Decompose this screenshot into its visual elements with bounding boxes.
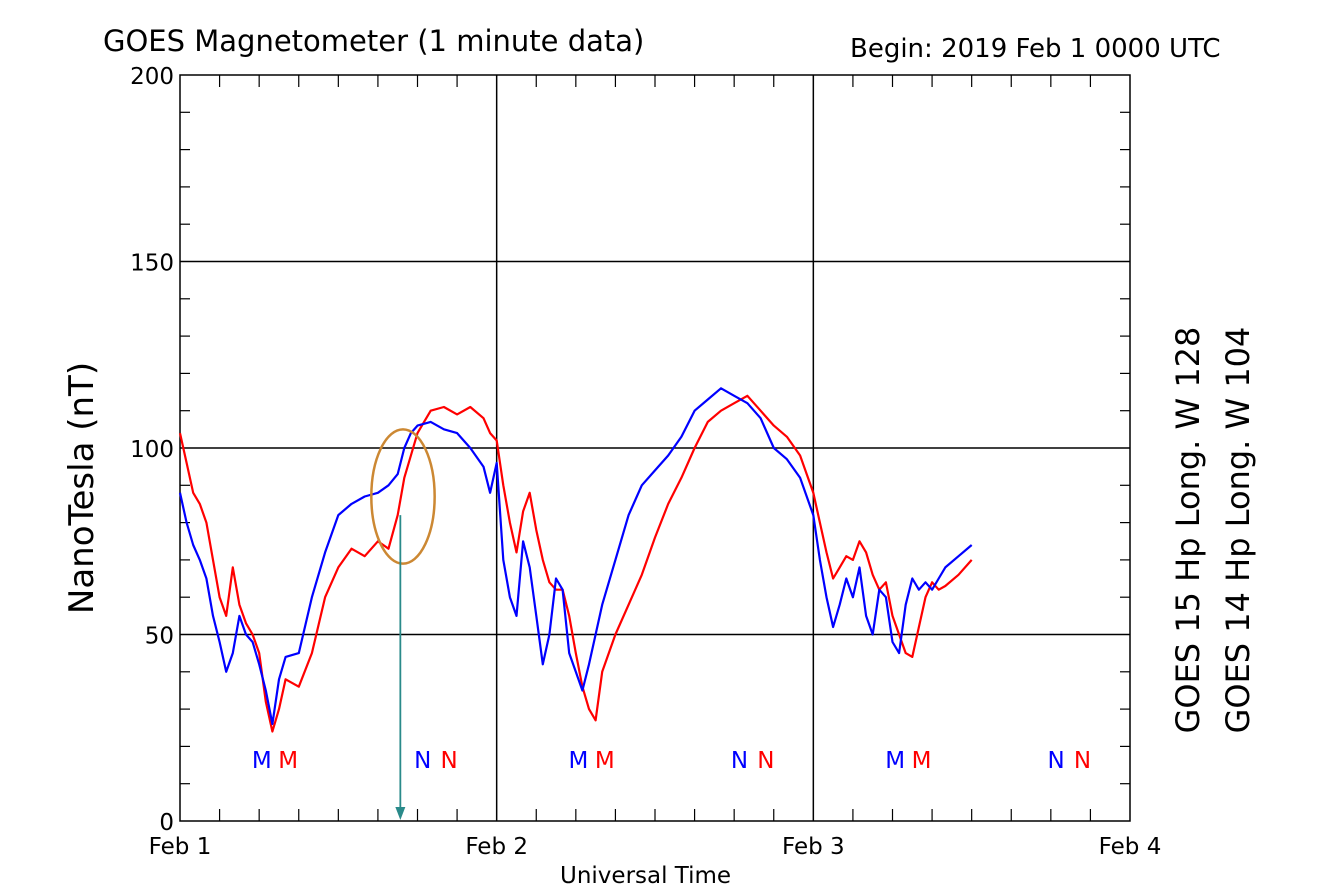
arrow-head xyxy=(395,807,406,820)
x-tick-label: Feb 4 xyxy=(1099,834,1162,860)
y-tick-label: 150 xyxy=(130,251,174,277)
legend-goes14: GOES 14 Hp Long. W 104 xyxy=(1219,326,1257,734)
x-tick-label: Feb 2 xyxy=(465,834,528,860)
marker-n: N xyxy=(1048,748,1065,774)
grid-lines xyxy=(180,75,1130,821)
marker-n: N xyxy=(414,748,431,774)
marker-m: M xyxy=(569,748,589,774)
y-tick-label: 200 xyxy=(130,64,174,90)
y-tick-label: 100 xyxy=(130,437,174,463)
y-tick-label: 50 xyxy=(145,624,174,650)
marker-m: M xyxy=(252,748,272,774)
y-axis-title: NanoTesla (nT) xyxy=(62,361,102,615)
marker-n: N xyxy=(757,748,774,774)
marker-m: M xyxy=(595,748,615,774)
annotations xyxy=(370,428,436,820)
series-line-1 xyxy=(178,387,973,726)
x-axis-title: Universal Time xyxy=(560,863,732,889)
marker-n: N xyxy=(441,748,458,774)
highlight-ellipse xyxy=(370,428,436,565)
marker-m: M xyxy=(912,748,932,774)
x-tick-labels: Feb 1 Feb 2 Feb 3 Feb 4 xyxy=(149,834,1162,860)
y-tick-label: 0 xyxy=(159,810,174,836)
x-tick-label: Feb 1 xyxy=(149,834,212,860)
series-lines xyxy=(178,387,973,733)
marker-n: N xyxy=(731,748,748,774)
series-line-0 xyxy=(178,394,973,733)
minor-ticks xyxy=(180,75,1130,821)
begin-time: Begin: 2019 Feb 1 0000 UTC xyxy=(850,34,1221,64)
legend-goes15: GOES 15 Hp Long. W 128 xyxy=(1169,326,1207,734)
marker-m: M xyxy=(885,748,905,774)
y-tick-labels: 0 50 100 150 200 xyxy=(130,64,174,836)
chart-title: GOES Magnetometer (1 minute data) xyxy=(103,24,645,58)
marker-m: M xyxy=(278,748,298,774)
marker-n: N xyxy=(1074,748,1091,774)
x-tick-label: Feb 3 xyxy=(782,834,845,860)
